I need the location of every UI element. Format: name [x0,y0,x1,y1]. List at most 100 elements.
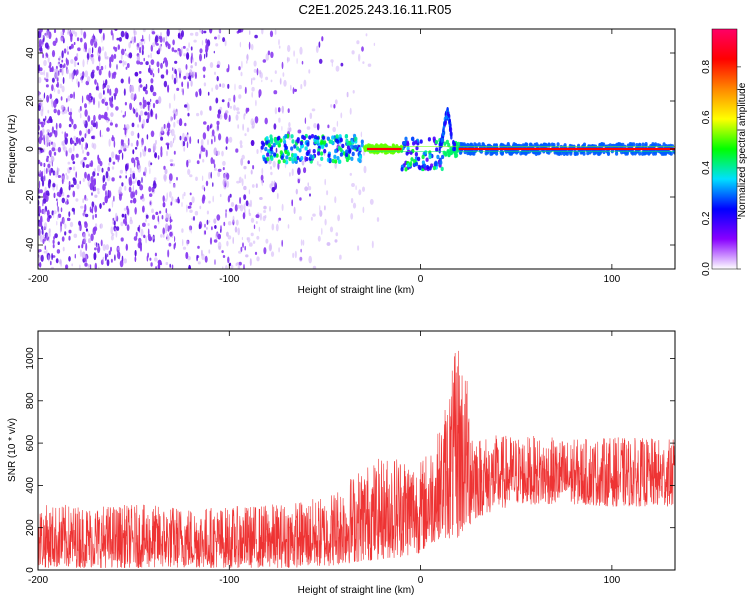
spectrogram-noise-blob [159,210,162,214]
spectrogram-noise-blob [227,235,232,240]
spectrogram-noise-blob [256,149,259,154]
spectrogram-noise-blob [332,126,337,133]
spectrogram-noise-blob [148,160,151,168]
spectrogram-noise-blob [125,124,130,130]
spectrogram-noise-blob [140,228,144,237]
spectrogram-noise-blob [82,119,86,125]
spectrogram-signal-blob [439,160,443,165]
spectrogram-noise-blob [216,214,221,221]
spectrogram-noise-blob [274,29,277,35]
spectrogram-noise-blob [207,91,210,96]
spectrogram-peak-blob [453,142,457,147]
spectrogram-noise-blob [281,239,284,247]
spectrogram-signal-blob [321,135,326,140]
spectrogram-noise-blob [92,47,94,54]
spectrogram-noise-blob [174,236,176,242]
spectrogram-noise-blob [299,216,302,221]
spectrogram-noise-blob [125,52,127,57]
spectrogram-signal-blob [536,150,540,155]
spectrogram-noise-blob [247,237,251,243]
spectrogram-noise-blob [157,215,160,222]
spectrogram-noise-blob [42,198,47,204]
spectrogram-noise-blob [135,111,139,118]
spectrogram-noise-blob [57,175,62,178]
spectrogram-noise-blob [277,218,280,223]
spectrogram-noise-blob [207,139,209,146]
spectrogram-signal-blob [310,134,315,139]
spectrogram-signal-blob [618,143,622,148]
spectrogram-noise-blob [65,133,69,137]
spectrogram-noise-blob [188,42,190,49]
spectrogram-noise-blob [203,30,207,34]
spectrogram-noise-blob [227,256,230,264]
spectrogram-noise-blob [73,135,76,140]
spectrogram-noise-blob [218,29,221,33]
spectrogram-noise-blob [371,240,374,249]
snr-y-tick-label: 0 [25,567,36,573]
spectrogram-noise-blob [183,75,187,80]
spectrogram-noise-blob [321,36,324,42]
spectrogram-noise-blob [307,186,312,191]
spectrogram-noise-blob [76,53,79,58]
spectrogram-y-tick-label: -20 [25,189,36,204]
spectrogram-noise-blob [180,47,183,55]
spectrogram-noise-blob [133,30,137,36]
spectrogram-noise-blob [300,239,303,246]
spectrogram-noise-blob [221,250,224,254]
spectrogram-noise-blob [134,35,136,44]
spectrogram-signal-blob [272,142,276,148]
spectrogram-noise-blob [148,236,153,242]
spectrogram-noise-blob [44,236,46,242]
spectrogram-noise-blob [87,230,89,234]
spectrogram-noise-blob [53,192,56,199]
spectrogram-noise-blob [169,231,173,237]
spectrogram-signal-blob [277,159,281,164]
spectrogram-noise-blob [173,77,177,85]
spectrogram-noise-blob [236,111,240,115]
spectrogram-noise-blob [124,111,127,117]
spectrogram-noise-blob [120,48,125,56]
spectrogram-noise-blob [264,215,267,219]
spectrogram-noise-blob [135,156,139,161]
spectrogram-noise-blob [57,241,60,245]
spectrogram-noise-blob [117,154,119,163]
spectrogram-noise-blob [46,136,49,143]
spectrogram-noise-blob [189,32,194,36]
spectrogram-signal-blob [414,161,419,167]
spectrogram-signal-blob [330,139,334,145]
spectrogram-noise-blob [213,218,217,224]
spectrogram-noise-blob [78,138,81,144]
spectrogram-noise-blob [298,256,303,262]
spectrogram-noise-blob [251,86,255,92]
spectrogram-noise-blob [104,253,107,261]
spectrogram-noise-blob [373,42,376,47]
spectrogram-noise-blob [59,226,62,234]
spectrogram-signal-blob [406,146,410,151]
spectrogram-noise-blob [138,237,142,243]
spectrogram-noise-blob [110,258,113,263]
spectrogram-noise-blob [139,101,142,106]
snr-y-tick-label: 800 [25,392,36,409]
spectrogram-noise-blob [79,130,82,136]
spectrogram-noise-blob [87,180,91,187]
spectrogram-noise-blob [68,181,71,187]
spectrogram-noise-blob [196,160,200,165]
spectrogram-noise-blob [144,111,148,116]
spectrogram-noise-blob [187,168,191,175]
spectrogram-noise-blob [244,245,246,251]
spectrogram-noise-blob [250,43,254,51]
spectrogram-noise-blob [237,205,241,209]
spectrogram-noise-blob [250,217,255,223]
spectrogram-peak-blob [440,138,444,143]
spectrogram-noise-blob [54,130,58,138]
spectrogram-noise-blob [239,197,242,204]
spectrogram-noise-blob [66,175,69,180]
spectrogram-noise-blob [46,71,48,79]
spectrogram-noise-blob [211,87,213,92]
spectrogram-noise-blob [340,112,343,119]
spectrogram-noise-blob [294,88,297,92]
spectrogram-noise-blob [151,214,156,220]
spectrogram-noise-blob [138,114,142,123]
spectrogram-noise-blob [244,112,246,116]
spectrogram-signal-blob [294,153,298,158]
